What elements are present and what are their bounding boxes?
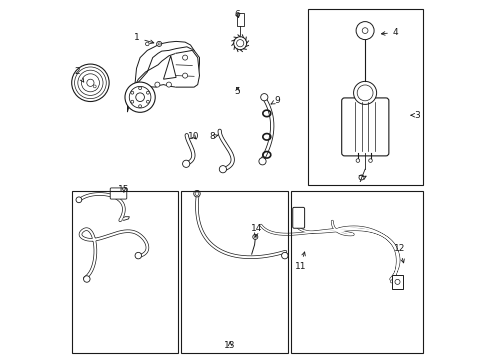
Circle shape: [155, 82, 160, 87]
Polygon shape: [119, 217, 129, 220]
Circle shape: [131, 91, 134, 94]
Circle shape: [233, 37, 246, 50]
Circle shape: [146, 100, 149, 103]
Circle shape: [362, 28, 367, 33]
FancyBboxPatch shape: [110, 188, 126, 199]
Text: 8: 8: [209, 132, 218, 141]
Circle shape: [353, 81, 376, 104]
Polygon shape: [176, 50, 199, 87]
Circle shape: [258, 158, 265, 165]
Text: 14: 14: [251, 224, 262, 237]
Circle shape: [358, 175, 363, 180]
Bar: [72, 191, 178, 353]
Circle shape: [131, 100, 134, 103]
Text: 15: 15: [118, 184, 129, 194]
Bar: [291, 191, 422, 353]
Circle shape: [145, 42, 149, 46]
Circle shape: [158, 43, 160, 45]
Circle shape: [78, 70, 103, 95]
Circle shape: [83, 276, 90, 282]
Text: 11: 11: [294, 252, 305, 271]
Circle shape: [254, 236, 256, 238]
Circle shape: [252, 234, 257, 239]
Circle shape: [260, 94, 267, 101]
Circle shape: [182, 55, 187, 60]
Circle shape: [129, 86, 151, 108]
Circle shape: [125, 82, 155, 112]
Polygon shape: [134, 41, 194, 87]
FancyBboxPatch shape: [292, 207, 304, 228]
Circle shape: [72, 64, 109, 102]
Text: 1: 1: [133, 33, 154, 44]
Text: 10: 10: [188, 132, 200, 141]
Polygon shape: [163, 56, 176, 79]
Text: 2: 2: [74, 68, 83, 82]
Circle shape: [135, 252, 141, 259]
Circle shape: [81, 74, 99, 92]
Circle shape: [136, 93, 144, 102]
Text: 5: 5: [234, 87, 240, 96]
Bar: [307, 9, 422, 185]
Bar: [181, 191, 287, 353]
Bar: [236, 13, 244, 26]
Circle shape: [193, 190, 200, 197]
Circle shape: [368, 159, 371, 162]
Circle shape: [156, 41, 162, 46]
Polygon shape: [127, 47, 199, 112]
Circle shape: [355, 159, 359, 162]
Circle shape: [166, 82, 171, 87]
Circle shape: [281, 252, 287, 259]
Circle shape: [139, 105, 141, 108]
Circle shape: [139, 87, 141, 90]
Circle shape: [182, 73, 187, 78]
Circle shape: [75, 67, 106, 99]
Circle shape: [87, 79, 94, 86]
Circle shape: [236, 40, 244, 47]
Circle shape: [76, 197, 81, 203]
Circle shape: [219, 166, 226, 173]
Circle shape: [394, 279, 399, 284]
Circle shape: [146, 91, 149, 94]
Text: 13: 13: [224, 341, 235, 350]
Text: 7: 7: [356, 175, 366, 184]
Circle shape: [356, 85, 372, 101]
Circle shape: [195, 192, 199, 195]
Circle shape: [355, 22, 373, 40]
Text: 12: 12: [393, 244, 404, 263]
Text: 6: 6: [234, 10, 240, 19]
Circle shape: [93, 85, 96, 88]
Text: 9: 9: [270, 96, 279, 105]
Text: 4: 4: [381, 28, 398, 37]
Bar: [391, 275, 402, 289]
FancyBboxPatch shape: [341, 98, 388, 156]
Circle shape: [182, 160, 189, 167]
Text: 3: 3: [410, 111, 419, 120]
